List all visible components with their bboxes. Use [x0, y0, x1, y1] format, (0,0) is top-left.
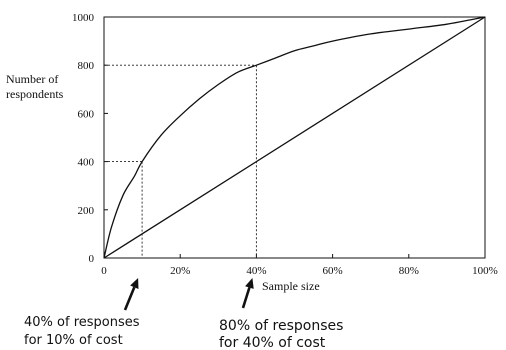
x-tick-label: 80% — [399, 265, 419, 277]
annotation-arrow-head-2 — [245, 278, 254, 289]
series-2-line — [103, 16, 486, 259]
y-tick-label: 600 — [78, 108, 95, 120]
annotation-2-line-1: 80% of responses — [219, 318, 343, 334]
y-tick-label: 1000 — [72, 12, 95, 24]
annotation-arrow-1 — [123, 286, 136, 311]
y-axis-label-line-2: respondents — [6, 87, 64, 101]
y-axis-label-line-1: Number of — [6, 72, 58, 86]
series-1-line — [103, 16, 486, 259]
x-tick-label: 20% — [170, 265, 190, 277]
x-tick-label: 0 — [101, 265, 107, 277]
y-tick-label: 400 — [78, 157, 95, 169]
annotation-1-line-2: for 10% of cost — [24, 333, 123, 348]
x-tick-label: 60% — [323, 265, 343, 277]
x-tick-label: 40% — [246, 265, 266, 277]
annotation-2-line-2: for 40% of cost — [219, 335, 326, 350]
plot-frame — [103, 16, 486, 259]
y-tick-label: 800 — [78, 60, 95, 72]
y-tick-label: 200 — [78, 205, 95, 217]
x-tick-label: 100% — [472, 265, 498, 277]
y-tick-label: 0 — [89, 253, 95, 265]
annotation-arrow-head-1 — [130, 278, 139, 289]
annotation-arrow-2 — [241, 287, 251, 309]
x-axis-label: Sample size — [262, 279, 320, 293]
annotation-1-line-1: 40% of responses — [24, 315, 140, 330]
